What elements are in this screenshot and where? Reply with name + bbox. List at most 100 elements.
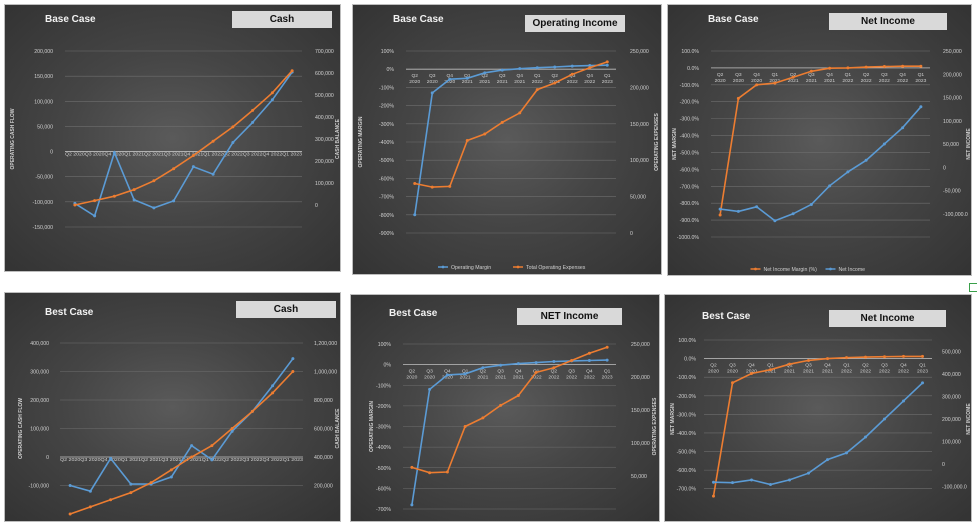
data-point	[445, 373, 449, 377]
y2-tick-label: 400,000	[315, 115, 334, 121]
data-point	[902, 399, 905, 403]
y2-tick-label: 1,200,000	[314, 341, 337, 347]
data-point	[845, 356, 848, 360]
x-tick-label: Q1	[843, 363, 850, 369]
x-tick-label: Q3	[569, 73, 576, 79]
data-point	[535, 66, 539, 70]
data-point	[230, 429, 234, 433]
x-tick-label: 2020	[715, 78, 726, 84]
data-point	[251, 108, 255, 112]
legend-entry: Total Operating Expenses	[526, 265, 586, 271]
data-point	[901, 64, 905, 68]
series-line	[720, 106, 922, 222]
data-point	[809, 69, 813, 73]
x-tick-label: Q4	[516, 73, 523, 79]
data-point	[882, 142, 886, 146]
x-tick-label: 2022	[897, 78, 908, 84]
y2-tick-label: 250,000	[631, 342, 650, 348]
data-point	[864, 355, 867, 359]
data-point	[883, 355, 886, 359]
data-point	[588, 66, 592, 70]
series-line	[69, 358, 294, 493]
y2-tick-label: 0	[630, 231, 633, 237]
y-tick-label: -700%	[376, 507, 391, 513]
x-tick-label: Q4	[824, 363, 831, 369]
data-point	[518, 67, 522, 71]
data-point	[291, 370, 295, 373]
x-tick-label: 2022	[879, 369, 890, 375]
chart-tag: Operating Income	[525, 15, 625, 32]
data-point	[718, 213, 722, 217]
data-point	[430, 91, 434, 95]
x-tick-label: Q3	[881, 363, 888, 369]
x-tick-label: Q1	[464, 73, 471, 79]
y-tick-label: -400%	[379, 140, 394, 146]
data-point	[251, 120, 255, 124]
x-tick-label: 2021	[497, 79, 508, 85]
data-point	[68, 512, 72, 516]
data-point	[773, 219, 777, 223]
x-tick-label: Q2	[411, 73, 418, 79]
x-tick-label: 2021	[784, 369, 795, 375]
y2-axis-title: NET INCOME	[966, 128, 972, 160]
x-tick-label: 2020	[427, 79, 438, 85]
x-tick-label: Q4	[446, 73, 453, 79]
data-point	[570, 64, 574, 68]
y-tick-label: -400.0%	[677, 431, 697, 437]
x-tick-label: 2022	[584, 79, 595, 85]
data-point	[570, 359, 574, 362]
data-point	[149, 481, 153, 485]
data-point	[190, 444, 194, 448]
data-point	[481, 416, 485, 420]
data-point	[587, 351, 591, 355]
chart-title: Base Case	[708, 14, 759, 25]
x-tick-label: 2020	[751, 78, 762, 84]
x-tick-label: Q1	[919, 363, 926, 369]
x-tick-label: Q4	[748, 363, 755, 369]
data-point	[553, 65, 557, 69]
y-tick-label: 0	[46, 455, 49, 461]
chart-best-net-income: Best Case NET Income 100% 0% -100% -200% -30…	[350, 294, 660, 522]
y-tick-label: -500%	[379, 158, 394, 164]
chart-svg: 100.0% 0.0% -100.0% -200.0% -300.0% -400.0% -5…	[672, 49, 972, 273]
data-point	[605, 60, 609, 64]
data-point	[712, 494, 715, 498]
data-point	[499, 363, 503, 367]
selection-marker	[969, 283, 977, 292]
y2-tick-label: 200,000	[631, 375, 650, 381]
series-line	[74, 70, 293, 206]
data-point	[211, 172, 215, 176]
x-tick-label: 2021	[514, 79, 525, 85]
y-tick-label: -100.0%	[680, 83, 700, 89]
data-point	[605, 345, 609, 349]
data-point	[428, 471, 432, 475]
x-tick-label: Q2	[551, 73, 558, 79]
y-tick-label: -300.0%	[677, 412, 697, 418]
series-line	[712, 355, 923, 497]
y-tick-label: -200%	[379, 104, 394, 110]
y-axis-title: OPERATING MARGIN	[358, 116, 364, 167]
y2-tick-label: 0	[315, 203, 318, 209]
y2-tick-label: 150,000	[630, 122, 649, 128]
data-point	[731, 481, 734, 485]
y2-tick-label: 400,000	[942, 372, 961, 378]
y-tick-label: -50,000	[35, 175, 53, 181]
y-tick-label: -300.0%	[680, 117, 700, 123]
x-tick-label: Q3	[497, 369, 504, 375]
y-tick-label: 150,000	[34, 74, 53, 80]
data-point	[809, 202, 813, 206]
x-tick-label: 2021	[769, 78, 780, 84]
x-tick-label: 2022	[532, 79, 543, 85]
data-point	[231, 141, 235, 145]
y-tick-label: -500.0%	[680, 150, 700, 156]
data-point	[552, 360, 556, 364]
x-tick-label: Q1	[845, 72, 852, 78]
data-point	[826, 357, 829, 361]
data-point	[883, 417, 886, 421]
x-tick-label: 2020	[409, 79, 420, 85]
y2-tick-label: 600,000	[315, 71, 334, 77]
y-tick-label: 100.0%	[678, 338, 696, 344]
data-point	[231, 125, 235, 129]
y2-tick-label: 200,000	[942, 417, 961, 423]
y-axis-title: OPERATING CASH FLOW	[18, 398, 24, 459]
